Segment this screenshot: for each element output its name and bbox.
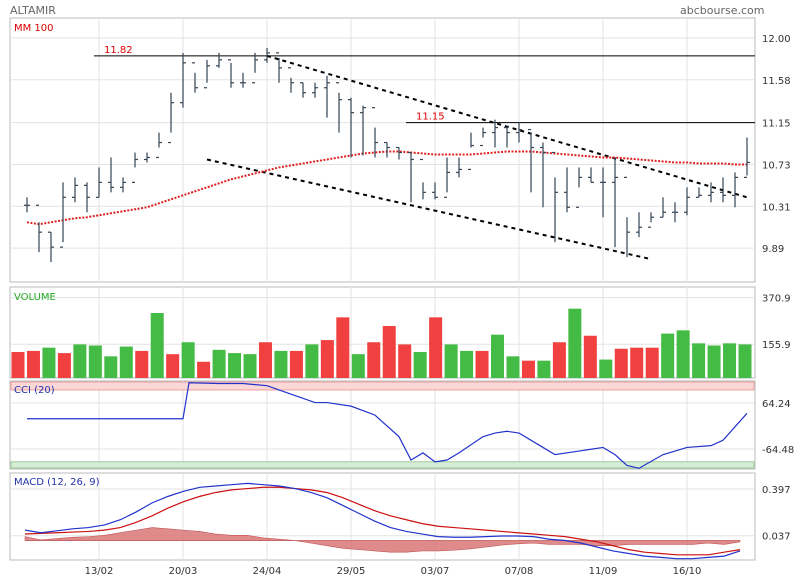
macd-line xyxy=(24,482,741,560)
volume-bar xyxy=(614,348,628,378)
volume-bar xyxy=(42,347,56,378)
x-tick-label: 29/05 xyxy=(337,566,366,577)
volume-bar xyxy=(212,349,226,378)
volume-bar xyxy=(289,350,303,378)
volume-bar xyxy=(583,335,597,378)
volume-bar xyxy=(382,326,396,378)
ticker-label: ALTAMIR xyxy=(10,4,56,17)
volume-bar xyxy=(274,350,288,378)
x-tick-label: 13/02 xyxy=(85,566,114,577)
volume-bar xyxy=(351,354,365,378)
cci-line xyxy=(27,382,748,469)
volume-bar xyxy=(398,344,412,378)
volume-bar xyxy=(11,352,25,378)
volume-bar xyxy=(630,347,644,378)
price-y-tick-label: 10.31 xyxy=(762,202,791,213)
volume-bar xyxy=(475,350,489,378)
volume-bar xyxy=(568,308,582,378)
cci-y-tick-label: 64.24 xyxy=(762,399,791,410)
volume-bar xyxy=(429,317,443,378)
price-y-tick-label: 10.73 xyxy=(762,160,791,171)
x-tick-label: 16/10 xyxy=(673,566,702,577)
price-y-tick-label: 11.15 xyxy=(762,119,791,130)
macd-histogram xyxy=(24,527,741,553)
price-y-tick-label: 9.89 xyxy=(762,244,784,255)
volume-bar xyxy=(676,330,690,378)
macd-y-tick-label: 0.397 xyxy=(762,485,791,496)
volume-bar xyxy=(150,313,164,378)
volume-bar xyxy=(258,342,272,378)
volume-bar xyxy=(552,342,566,378)
volume-bar xyxy=(181,342,195,378)
macd-title: MACD (12, 26, 9) xyxy=(14,477,100,488)
cci-oversold-band xyxy=(10,461,755,469)
volume-bar xyxy=(73,344,87,378)
cci-overbought-band xyxy=(10,381,755,391)
volume-bar xyxy=(243,354,257,378)
volume-bar xyxy=(661,333,675,378)
volume-bar xyxy=(537,360,551,378)
volume-title: VOLUME xyxy=(14,292,56,303)
trendline xyxy=(206,158,652,261)
volume-bar xyxy=(104,356,118,378)
volume-bar xyxy=(228,353,242,378)
x-tick-label: 20/03 xyxy=(169,566,198,577)
volume-bar xyxy=(521,360,535,378)
x-tick-label: 03/07 xyxy=(421,566,450,577)
macd-signal-line xyxy=(24,486,741,556)
cci-y-tick-label: -64.48 xyxy=(762,445,794,456)
x-tick-label: 24/04 xyxy=(253,566,282,577)
price-y-tick-label: 12.00 xyxy=(762,34,791,45)
volume-bar xyxy=(506,356,520,378)
volume-bar xyxy=(119,346,133,378)
volume-bar xyxy=(320,340,334,378)
volume-bar xyxy=(491,334,505,378)
volume-y-tick-label: 370.9 xyxy=(762,294,791,305)
volume-bar xyxy=(738,344,752,378)
volume-bar xyxy=(57,353,71,378)
x-tick-label: 07/08 xyxy=(505,566,534,577)
volume-bar xyxy=(645,347,659,378)
volume-bar xyxy=(413,352,427,378)
price-y-tick-label: 11.58 xyxy=(762,76,791,87)
volume-bar xyxy=(135,350,149,378)
ma100-label: MM 100 xyxy=(14,23,54,34)
resistance-label: 11.15 xyxy=(416,112,445,123)
volume-bar xyxy=(707,345,721,378)
x-tick-label: 11/09 xyxy=(589,566,618,577)
volume-bar xyxy=(599,359,613,378)
cci-title: CCI (20) xyxy=(14,385,55,396)
price-panel-frame xyxy=(9,17,756,283)
volume-bar xyxy=(460,350,474,378)
source-label: abcbourse.com xyxy=(680,4,765,17)
volume-bar xyxy=(367,342,381,378)
volume-bar xyxy=(26,350,40,378)
volume-bar xyxy=(166,354,180,378)
resistance-label: 11.82 xyxy=(104,45,133,56)
volume-bar xyxy=(692,343,706,378)
volume-bar xyxy=(88,345,102,378)
volume-bar xyxy=(444,344,458,378)
volume-bar xyxy=(305,344,319,378)
volume-bar xyxy=(336,317,350,378)
volume-y-tick-label: 155.9 xyxy=(762,340,791,351)
volume-bar xyxy=(723,343,737,378)
cci-panel-frame xyxy=(9,380,756,470)
macd-y-tick-label: 0.037 xyxy=(762,532,791,543)
volume-bar xyxy=(197,361,211,378)
